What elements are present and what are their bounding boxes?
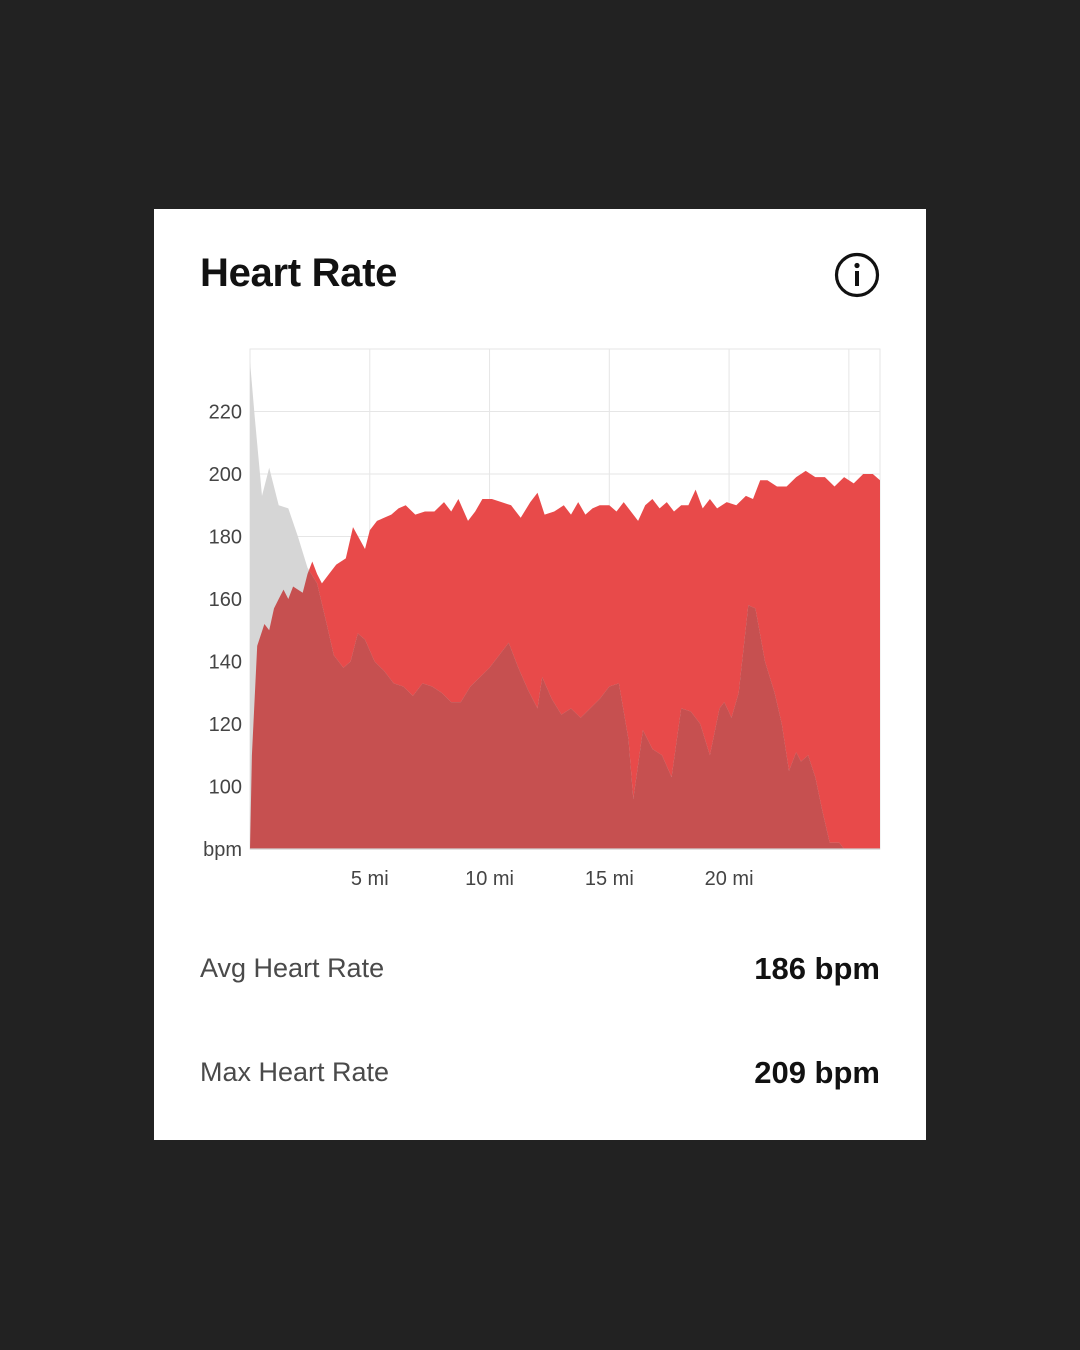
y-tick-label: 160 [209, 589, 242, 611]
x-tick-label: 15 mi [585, 868, 634, 890]
avg-heart-rate-value: 186 bpm [754, 951, 880, 986]
y-tick-label: 140 [209, 652, 242, 674]
y-tick-label: 120 [209, 714, 242, 736]
max-heart-rate-value: 209 bpm [754, 1055, 880, 1090]
avg-heart-rate-label: Avg Heart Rate [200, 953, 385, 983]
y-tick-label: 100 [209, 777, 242, 799]
card-title: Heart Rate [200, 251, 398, 295]
max-heart-rate-label: Max Heart Rate [200, 1057, 390, 1087]
heart-rate-card: Heart Rate 100 120 140 160 180 200 220 bpm 5 mi 1… [154, 209, 926, 1140]
chart-axes: 100 120 140 160 180 200 220 bpm 5 mi 10 mi 15 mi 20… [203, 402, 880, 890]
chart-series [250, 361, 880, 849]
y-tick-label: 200 [209, 464, 242, 486]
overlap-group [250, 470, 845, 849]
y-tick-label: 220 [209, 402, 242, 424]
x-tick-label: 5 mi [351, 868, 389, 890]
y-unit-label: bpm [203, 839, 242, 861]
stat-row-avg: Avg Heart Rate 186 bpm [200, 949, 880, 993]
stat-row-max: Max Heart Rate 209 bpm [200, 1053, 880, 1097]
plot-clip-group [250, 361, 880, 849]
info-icon[interactable] [834, 252, 880, 298]
x-tick-label: 20 mi [705, 868, 754, 890]
y-tick-label: 180 [209, 527, 242, 549]
heart-rate-chart: 100 120 140 160 180 200 220 bpm 5 mi 10 mi 15 mi 20… [203, 348, 881, 890]
x-tick-label: 10 mi [465, 868, 514, 890]
elevation-overlap-area [250, 470, 845, 849]
